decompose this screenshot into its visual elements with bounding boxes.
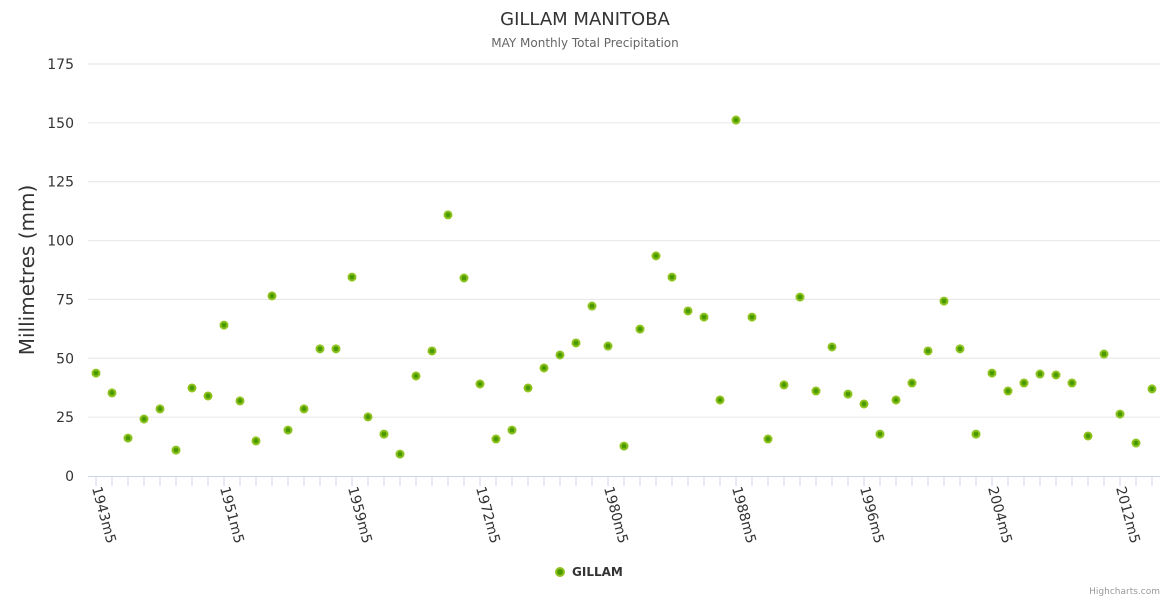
- chart-subtitle: MAY Monthly Total Precipitation: [491, 36, 678, 50]
- data-point[interactable]: [219, 320, 229, 330]
- data-point[interactable]: [1147, 384, 1157, 394]
- data-point[interactable]: [619, 441, 629, 451]
- data-point[interactable]: [891, 395, 901, 405]
- data-point[interactable]: [379, 429, 389, 439]
- data-point[interactable]: [795, 292, 805, 302]
- data-point[interactable]: [1099, 349, 1109, 359]
- data-point[interactable]: [683, 306, 693, 316]
- data-point[interactable]: [603, 341, 613, 351]
- x-tick-label: 1951m5: [216, 485, 247, 545]
- y-tick-label: 100: [47, 234, 74, 250]
- data-point[interactable]: [1067, 378, 1077, 388]
- x-tick-label: 2012m5: [1112, 485, 1143, 545]
- data-point[interactable]: [523, 383, 533, 393]
- data-point[interactable]: [491, 434, 501, 444]
- data-point[interactable]: [507, 425, 517, 435]
- data-point[interactable]: [555, 350, 565, 360]
- data-point[interactable]: [315, 344, 325, 354]
- x-tick-label: 2004m5: [984, 485, 1015, 545]
- data-point[interactable]: [699, 312, 709, 322]
- legend-marker: [555, 567, 565, 577]
- data-point[interactable]: [875, 429, 885, 439]
- data-point[interactable]: [363, 412, 373, 422]
- y-tick-label: 50: [56, 351, 74, 367]
- data-point[interactable]: [539, 363, 549, 373]
- data-point[interactable]: [1115, 409, 1125, 419]
- x-tick-label: 1959m5: [344, 485, 375, 545]
- data-point[interactable]: [1035, 369, 1045, 379]
- data-point[interactable]: [955, 344, 965, 354]
- data-point[interactable]: [779, 380, 789, 390]
- x-tick-label: 1943m5: [88, 485, 119, 545]
- data-point[interactable]: [267, 291, 277, 301]
- data-point[interactable]: [587, 301, 597, 311]
- x-tick-label: 1996m5: [856, 485, 887, 545]
- y-tick-label: 125: [47, 175, 74, 191]
- data-point[interactable]: [107, 388, 117, 398]
- y-tick-label: 175: [47, 57, 74, 73]
- legend-label: GILLAM: [572, 565, 623, 579]
- data-point[interactable]: [443, 210, 453, 220]
- data-point[interactable]: [843, 389, 853, 399]
- chart-title: GILLAM MANITOBA: [500, 9, 670, 30]
- data-point[interactable]: [299, 404, 309, 414]
- data-point[interactable]: [331, 344, 341, 354]
- data-point[interactable]: [1131, 438, 1141, 448]
- highcharts-credit[interactable]: Highcharts.com: [1089, 587, 1160, 597]
- data-point[interactable]: [827, 342, 837, 352]
- data-point[interactable]: [715, 395, 725, 405]
- data-point[interactable]: [987, 368, 997, 378]
- data-point[interactable]: [91, 368, 101, 378]
- data-point[interactable]: [155, 404, 165, 414]
- data-point[interactable]: [235, 396, 245, 406]
- data-point[interactable]: [427, 346, 437, 356]
- data-point[interactable]: [171, 445, 181, 455]
- data-point[interactable]: [251, 436, 261, 446]
- data-point[interactable]: [971, 429, 981, 439]
- y-tick-label: 25: [56, 410, 74, 426]
- data-point[interactable]: [571, 338, 581, 348]
- x-tick-label: 1988m5: [728, 485, 759, 545]
- y-axis-title: Millimetres (mm): [15, 185, 39, 356]
- data-point[interactable]: [283, 425, 293, 435]
- data-point[interactable]: [923, 346, 933, 356]
- data-point[interactable]: [747, 312, 757, 322]
- x-tick-label: 1980m5: [600, 485, 631, 545]
- data-point[interactable]: [475, 379, 485, 389]
- x-tick-label: 1972m5: [472, 485, 503, 545]
- data-point[interactable]: [651, 251, 661, 261]
- data-point[interactable]: [411, 371, 421, 381]
- data-point[interactable]: [667, 272, 677, 282]
- data-point[interactable]: [1019, 378, 1029, 388]
- data-point[interactable]: [395, 449, 405, 459]
- y-tick-label: 150: [47, 116, 74, 132]
- data-point[interactable]: [459, 273, 469, 283]
- data-point[interactable]: [763, 434, 773, 444]
- y-tick-label: 0: [65, 469, 74, 485]
- data-point[interactable]: [347, 272, 357, 282]
- y-tick-label: 75: [56, 292, 74, 308]
- data-point[interactable]: [203, 391, 213, 401]
- data-point[interactable]: [1003, 386, 1013, 396]
- data-point[interactable]: [1083, 431, 1093, 441]
- data-point[interactable]: [635, 324, 645, 334]
- data-point[interactable]: [139, 414, 149, 424]
- data-point[interactable]: [859, 399, 869, 409]
- data-point[interactable]: [811, 386, 821, 396]
- legend-item-gillam[interactable]: GILLAM: [555, 565, 623, 579]
- data-point[interactable]: [907, 378, 917, 388]
- data-point[interactable]: [187, 383, 197, 393]
- data-point[interactable]: [1051, 370, 1061, 380]
- data-point[interactable]: [939, 296, 949, 306]
- data-point[interactable]: [123, 433, 133, 443]
- data-point[interactable]: [731, 115, 741, 125]
